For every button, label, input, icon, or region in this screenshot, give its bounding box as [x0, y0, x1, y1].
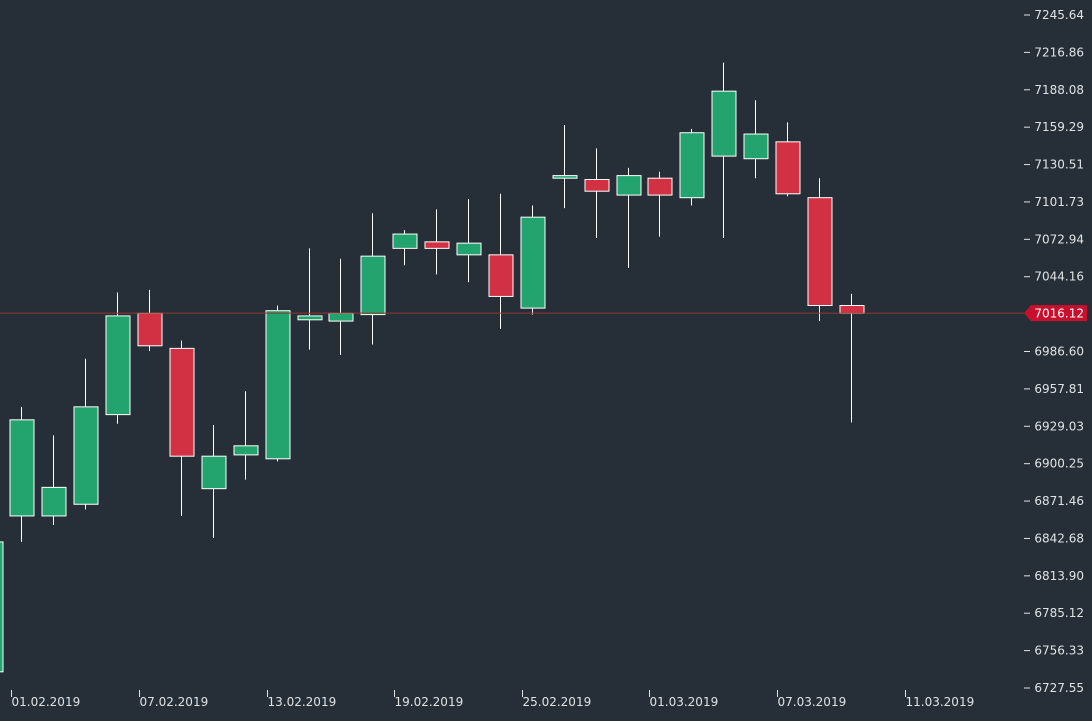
candle [297, 248, 323, 350]
candle [201, 425, 227, 539]
candle-body-down [488, 254, 514, 297]
y-tick-label: 7101.73 [1034, 195, 1084, 209]
candle [137, 289, 163, 351]
candle-body-up [0, 541, 4, 673]
candle [169, 340, 195, 516]
candle-body-down [584, 179, 610, 192]
candle [743, 100, 769, 179]
y-tick-label: 7130.51 [1034, 158, 1084, 172]
candle-body-up [679, 132, 705, 199]
y-tick-label: 7072.94 [1034, 232, 1084, 246]
current-price-tag-bg [1024, 305, 1087, 322]
candle [456, 198, 482, 283]
y-tick-label: 7245.64 [1034, 8, 1084, 22]
candle-body-down [137, 312, 163, 347]
candle-body-up [711, 90, 737, 157]
candle [392, 230, 418, 266]
x-tick-label: 19.02.2019 [395, 695, 464, 709]
candle [488, 193, 514, 329]
current-price-label: 7016.12 [1034, 307, 1084, 321]
y-tick-label: 6842.68 [1034, 531, 1084, 545]
y-tick-label: 6756.33 [1034, 644, 1084, 658]
candle [552, 124, 578, 209]
candle [9, 406, 35, 542]
candle [584, 148, 610, 238]
y-tick-label: 6871.46 [1034, 494, 1084, 508]
y-tick-label: 7188.08 [1034, 83, 1084, 97]
candle-body-down [647, 177, 673, 196]
candle [233, 391, 259, 480]
candle-body-down [775, 141, 801, 195]
candle-body-up [392, 233, 418, 249]
candle-body-down [169, 347, 195, 457]
x-tick-label: 07.03.2019 [778, 695, 847, 709]
candle-body-up [9, 419, 35, 517]
candle [807, 178, 833, 322]
candles-layer [0, 62, 865, 673]
x-tick-label: 01.02.2019 [12, 695, 81, 709]
candle-body-up [552, 175, 578, 179]
candle-body-down [807, 197, 833, 307]
candle-body-up [743, 133, 769, 160]
y-tick-label: 7159.29 [1034, 120, 1084, 134]
y-tick-label: 6986.60 [1034, 345, 1084, 359]
y-tick-label: 6929.03 [1034, 419, 1084, 433]
candle [647, 171, 673, 237]
y-tick-label: 6785.12 [1034, 606, 1084, 620]
x-tick-label: 07.02.2019 [140, 695, 209, 709]
x-tick-label: 01.03.2019 [650, 695, 719, 709]
candle-body-down [424, 241, 450, 249]
x-tick-label: 25.02.2019 [523, 695, 592, 709]
candle-body-up [456, 242, 482, 256]
candle-body-down [839, 305, 865, 314]
candle [265, 305, 291, 462]
x-tick-label: 11.03.2019 [906, 695, 975, 709]
candle [775, 122, 801, 197]
candle [41, 435, 67, 526]
candle-body-up [233, 445, 259, 456]
candle-body-up [616, 175, 642, 196]
candle [424, 209, 450, 275]
candle-body-up [265, 310, 291, 460]
candle [73, 358, 99, 510]
current-price-tag: 7016.12 [1024, 305, 1087, 322]
candle [520, 205, 546, 315]
x-axis: 01.02.2019 07.02.2019 13.02.2019 19.02.2019… [11, 690, 975, 709]
candle-body-up [201, 455, 227, 490]
candle-body-up [297, 315, 323, 321]
candle [0, 541, 4, 673]
candle-body-up [360, 255, 386, 316]
y-tick-label: 6957.81 [1034, 382, 1084, 396]
candle-body-up [328, 312, 354, 322]
y-axis: 7245.64 7216.86 7188.08 7159.29 7130.51 7101.… [1024, 8, 1084, 695]
candle [105, 292, 131, 424]
candle [679, 128, 705, 206]
y-tick-label: 6900.25 [1034, 457, 1084, 471]
candle-body-up [105, 315, 131, 416]
candle [711, 62, 737, 238]
x-tick-label: 13.02.2019 [268, 695, 337, 709]
candle-body-up [520, 216, 546, 309]
y-tick-label: 7216.86 [1034, 45, 1084, 59]
candle [360, 213, 386, 345]
candle-body-up [41, 486, 67, 517]
candle [616, 167, 642, 268]
candle-body-up [73, 406, 99, 505]
y-tick-label: 7044.16 [1034, 270, 1084, 284]
y-tick-label: 6727.55 [1034, 681, 1084, 695]
y-tick-label: 6813.90 [1034, 569, 1084, 583]
